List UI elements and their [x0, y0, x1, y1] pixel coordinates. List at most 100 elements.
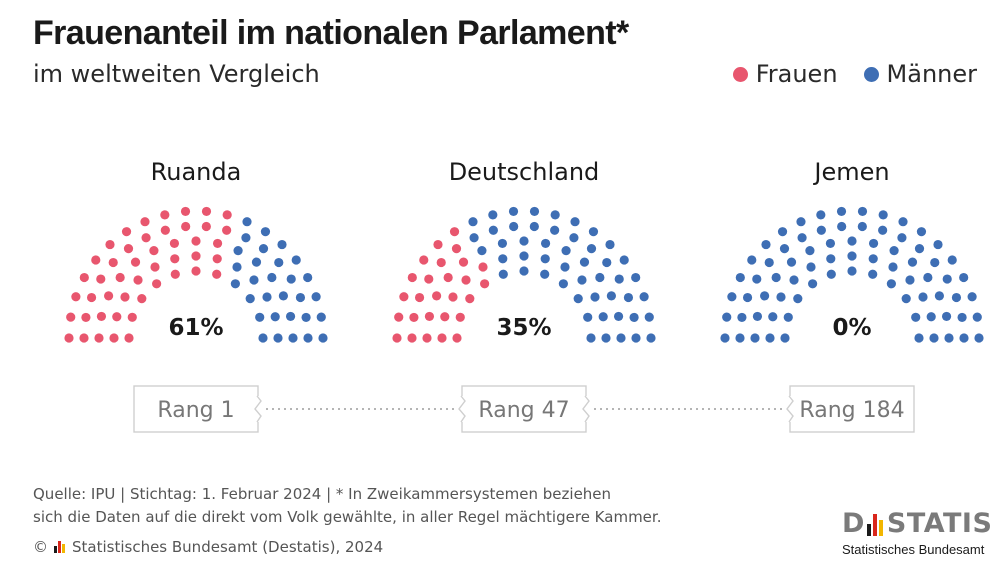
seat-maenner — [765, 333, 775, 343]
seat-maenner — [847, 251, 857, 261]
seat-maenner — [868, 238, 879, 249]
seat-maenner — [806, 262, 816, 272]
brand-logo-left: D — [842, 508, 865, 539]
seat-maenner — [735, 333, 745, 343]
seat-maenner — [295, 292, 306, 303]
seat-maenner — [316, 312, 326, 322]
seat-frauen — [123, 244, 134, 254]
rank-label: Rang 184 — [799, 398, 904, 423]
rank-label: Rang 1 — [157, 398, 234, 423]
break-mark — [786, 395, 794, 423]
seat-maenner — [498, 254, 508, 264]
seat-maenner — [857, 206, 868, 217]
seat-maenner — [914, 244, 925, 254]
seat-maenner — [573, 294, 583, 304]
seat-frauen — [191, 266, 201, 276]
seat-maenner — [509, 221, 519, 232]
seat-maenner — [529, 206, 540, 217]
seat-frauen — [120, 292, 130, 302]
legend: Frauen Männer — [707, 60, 977, 88]
seat-maenner — [934, 291, 944, 301]
seat-maenner — [644, 312, 654, 322]
destatis-mini-logo-icon — [54, 541, 66, 553]
seat-frauen — [140, 217, 150, 227]
seat-maenner — [776, 292, 786, 302]
seat-frauen — [105, 239, 115, 250]
seat-frauen — [86, 292, 97, 303]
seat-maenner — [242, 217, 252, 227]
seat-maenner — [957, 312, 967, 323]
seat-maenner — [972, 312, 982, 322]
seat-maenner — [529, 221, 539, 232]
country-label: Deutschland — [449, 158, 600, 186]
seat-maenner — [918, 292, 928, 302]
seat-maenner — [907, 257, 918, 267]
parliament-ruanda: Ruanda 61% Rang 1 — [64, 158, 328, 433]
seat-maenner — [540, 254, 550, 264]
seat-maenner — [590, 292, 600, 302]
seat-maenner — [558, 279, 568, 289]
seat-maenner — [583, 312, 593, 322]
seat-maenner — [826, 254, 836, 264]
break-gap — [458, 396, 466, 422]
brand-logo-right: STATIS — [886, 508, 993, 539]
seat-maenner — [816, 210, 826, 220]
seat-maenner — [616, 333, 626, 343]
seat-maenner — [796, 217, 806, 227]
seat-maenner — [258, 333, 268, 343]
seat-frauen — [407, 333, 417, 343]
seat-frauen — [440, 312, 450, 322]
seat-frauen — [152, 279, 162, 289]
seat-frauen — [392, 333, 402, 343]
seat-frauen — [480, 279, 490, 289]
seat-maenner — [631, 333, 641, 343]
seat-maenner — [303, 333, 313, 343]
seat-frauen — [433, 239, 443, 250]
seat-frauen — [461, 275, 471, 285]
seat-maenner — [629, 312, 639, 323]
seat-maenner — [508, 206, 519, 217]
seat-frauen — [104, 291, 114, 301]
seat-maenner — [805, 246, 815, 256]
seat-maenner — [550, 225, 560, 235]
seat-frauen — [394, 312, 404, 322]
seat-frauen — [424, 311, 435, 322]
seat-maenner — [260, 227, 271, 237]
seat-maenner — [639, 292, 649, 302]
seat-maenner — [646, 333, 656, 343]
parliament-jemen: Jemen 0% Rang 184 — [720, 158, 984, 433]
seat-maenner — [613, 311, 624, 322]
country-label: Ruanda — [151, 158, 242, 186]
seat-maenner — [230, 279, 240, 289]
seat-maenner — [595, 272, 605, 283]
seat-maenner — [905, 275, 915, 285]
seat-maenner — [468, 217, 478, 227]
seat-maenner — [278, 291, 288, 301]
seat-maenner — [888, 262, 898, 272]
seat-frauen — [180, 206, 191, 217]
seat-maenner — [752, 274, 762, 284]
seat-maenner — [488, 225, 498, 235]
seat-maenner — [974, 333, 984, 343]
seat-maenner — [586, 244, 597, 254]
seat-maenner — [614, 274, 624, 284]
break-mark — [254, 395, 262, 423]
seat-frauen — [130, 257, 141, 267]
seat-frauen — [478, 262, 488, 272]
rank-label: Rang 47 — [478, 398, 569, 423]
seat-frauen — [448, 292, 458, 302]
seat-frauen — [160, 210, 170, 220]
rank-box — [133, 385, 259, 433]
seat-maenner — [588, 227, 599, 237]
seat-maenner — [249, 275, 259, 285]
seat-maenner — [771, 272, 781, 283]
seat-frauen — [419, 255, 429, 265]
seat-maenner — [847, 266, 857, 276]
seat-frauen — [432, 291, 442, 301]
seat-frauen — [407, 272, 417, 283]
seat-maenner — [826, 269, 836, 279]
seat-maenner — [901, 294, 911, 304]
seat-maenner — [941, 311, 952, 322]
break-gap — [786, 396, 794, 422]
seat-frauen — [91, 255, 101, 265]
